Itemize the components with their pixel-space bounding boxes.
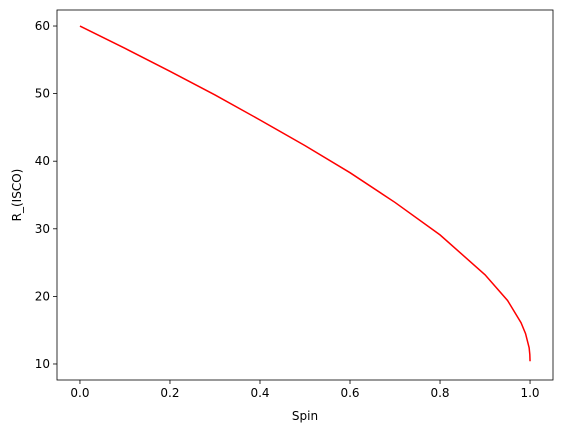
y-tick-label: 50 <box>35 87 50 101</box>
y-tick-label: 10 <box>35 357 50 371</box>
x-tick-label: 1.0 <box>520 386 539 400</box>
y-tick-label: 20 <box>35 289 50 303</box>
x-tick-label: 0.0 <box>70 386 89 400</box>
x-tick-label: 0.6 <box>340 386 359 400</box>
y-axis-label: R_(ISCO) <box>10 169 24 222</box>
x-axis-label: Spin <box>292 409 318 423</box>
x-tick-label: 0.8 <box>430 386 449 400</box>
y-tick-label: 30 <box>35 222 50 236</box>
x-tick-label: 0.4 <box>250 386 269 400</box>
x-tick-label: 0.2 <box>160 386 179 400</box>
axes-frame <box>56 9 554 381</box>
line <box>79 25 531 362</box>
y-tick-label: 40 <box>35 154 50 168</box>
y-tick-label: 60 <box>35 19 50 33</box>
